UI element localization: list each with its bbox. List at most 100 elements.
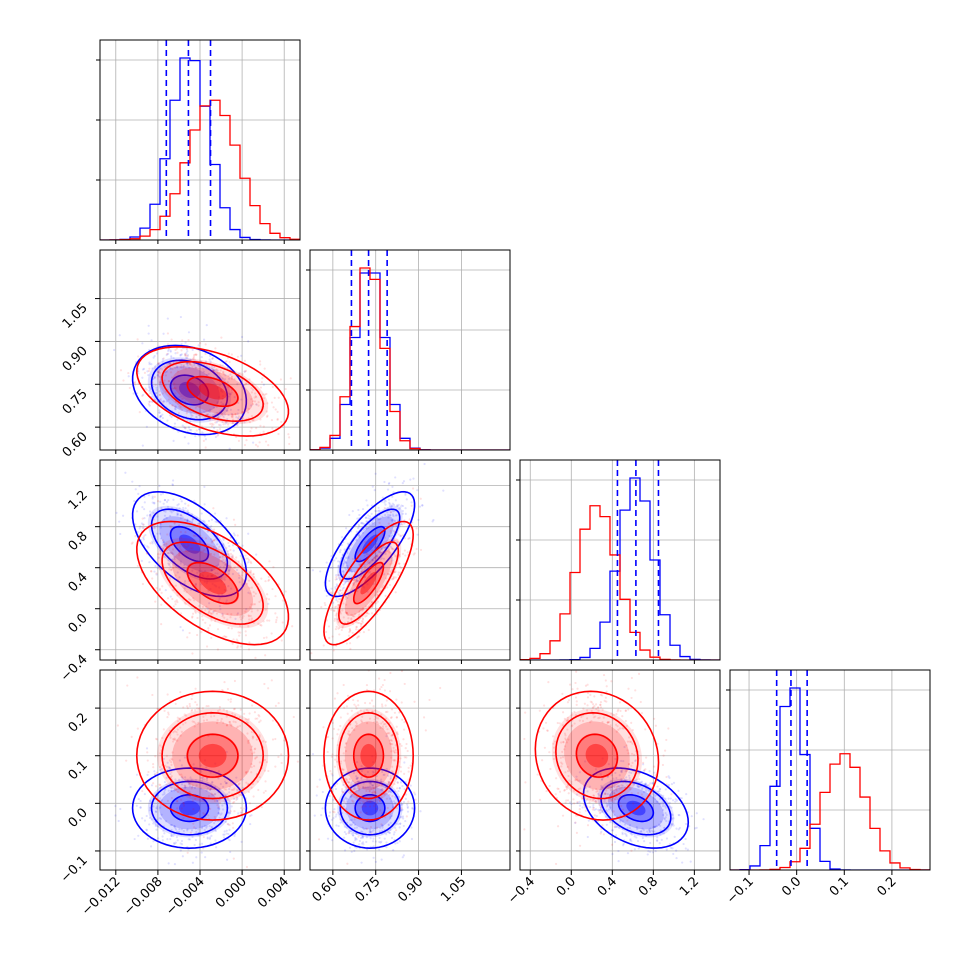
scatter-point [237, 783, 240, 787]
scatter-point [341, 768, 345, 771]
scatter-point [402, 480, 406, 483]
scatter-point [181, 397, 185, 400]
scatter-point [263, 393, 267, 396]
scatter-point [614, 834, 618, 837]
scatter-point [625, 769, 628, 772]
scatter-point [225, 781, 229, 785]
scatter-point [214, 762, 217, 765]
scatter-point [400, 803, 403, 806]
scatter-point [149, 515, 152, 518]
scatter-point [670, 824, 673, 827]
scatter-point [592, 713, 595, 716]
scatter-point [173, 737, 176, 740]
scatter-point [151, 495, 154, 498]
scatter-point [393, 539, 396, 542]
scatter-point [610, 785, 613, 788]
scatter-point [252, 603, 255, 606]
scatter-point [385, 545, 388, 548]
scatter-point [117, 819, 120, 823]
scatter-point [217, 806, 220, 810]
scatter-point [147, 324, 150, 327]
scatter-point [170, 757, 173, 760]
scatter-point [349, 824, 352, 827]
scatter-point [133, 499, 136, 503]
scatter-point [384, 513, 387, 517]
scatter-point [180, 353, 183, 356]
density-fill-series-1 [179, 534, 200, 554]
scatter-point [343, 706, 346, 709]
scatter-point [233, 679, 237, 683]
scatter-point [368, 785, 372, 788]
scatter-point [670, 782, 674, 786]
scatter-point [151, 497, 154, 500]
scatter-point [166, 597, 170, 600]
scatter-point [558, 790, 562, 793]
scatter-point [378, 551, 381, 554]
scatter-point [239, 618, 243, 621]
scatter-point [205, 777, 209, 780]
scatter-point [620, 804, 623, 808]
scatter-point [165, 776, 168, 779]
scatter-point [145, 425, 148, 428]
scatter-point [360, 805, 363, 808]
y-tick-label: 1.2 [66, 488, 91, 513]
scatter-point [169, 837, 172, 841]
y-tick-label: 0.90 [60, 344, 91, 375]
scatter-point [665, 837, 669, 840]
scatter-point [373, 794, 376, 798]
scatter-point [358, 525, 361, 528]
scatter-point [377, 677, 381, 680]
scatter-point [198, 707, 201, 710]
scatter-point [392, 746, 395, 749]
scatter-point [180, 536, 183, 539]
scatter-point [609, 806, 612, 809]
scatter-point [179, 625, 182, 629]
scatter-point [292, 715, 295, 719]
scatter-point [346, 596, 349, 599]
scatter-point [393, 758, 396, 762]
scatter-point [155, 738, 159, 741]
scatter-point [151, 367, 154, 370]
scatter-point [222, 836, 226, 839]
scatter-point [240, 335, 244, 339]
scatter-point [358, 621, 361, 625]
scatter-point [222, 785, 225, 788]
scatter-point [384, 717, 387, 720]
scatter-point [221, 556, 224, 559]
scatter-point [398, 553, 401, 556]
scatter-point [221, 612, 224, 616]
scatter-point [180, 514, 183, 517]
scatter-point [637, 791, 640, 795]
scatter-point [618, 785, 621, 788]
scatter-point [172, 555, 176, 558]
scatter-point [596, 789, 599, 792]
scatter-point [224, 635, 227, 638]
scatter-point [369, 831, 372, 834]
scatter-point [204, 360, 208, 363]
scatter-point [209, 612, 212, 615]
scatter-point [350, 661, 352, 663]
scatter-point [168, 562, 171, 565]
scatter-point [173, 787, 176, 790]
scatter-point [180, 839, 184, 843]
scatter-point [378, 799, 381, 802]
scatter-point [178, 778, 181, 781]
scatter-point [236, 613, 239, 616]
scatter-point [137, 797, 140, 801]
scatter-point [575, 775, 578, 778]
scatter-point [275, 618, 278, 622]
scatter-point [548, 784, 551, 788]
scatter-point [330, 755, 333, 758]
scatter-point [382, 723, 386, 726]
scatter-point [601, 805, 604, 808]
scatter-point [649, 850, 652, 853]
scatter-point [137, 355, 140, 358]
scatter-point [351, 799, 354, 802]
scatter-point [159, 376, 162, 379]
scatter-point [230, 376, 233, 379]
scatter-point [179, 545, 182, 548]
scatter-point [334, 606, 337, 609]
contour-series-2 [186, 561, 239, 605]
scatter-point [586, 704, 589, 707]
y-tick-label: 0.0 [66, 806, 91, 831]
